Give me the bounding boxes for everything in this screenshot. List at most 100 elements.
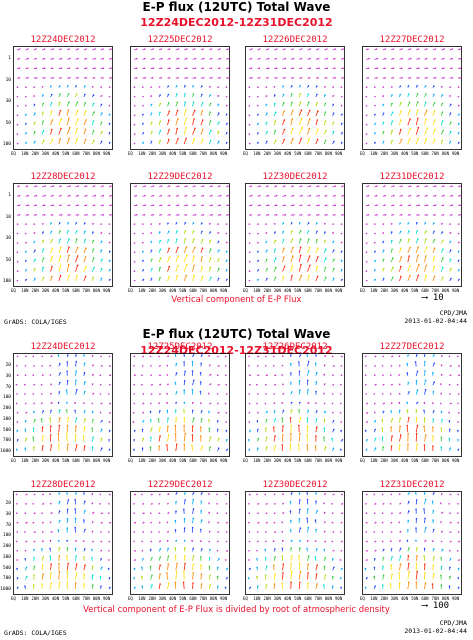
flux-arrow-head [92,436,94,439]
flux-arrow [273,445,276,452]
flux-arrow-head [264,548,266,551]
flux-arrow-head [35,57,37,60]
flux-arrow-head [276,48,278,50]
flux-arrow-head [457,448,460,451]
flux-arrow-head [42,239,44,242]
flux-arrow-head [159,383,162,386]
flux-arrow-head [209,436,212,439]
flux-arrow-head [332,420,335,422]
flux-arrow-head [449,393,451,395]
flux-arrow-head [51,128,53,131]
flux-arrow-head [43,139,45,142]
vector-field-plot [130,491,230,595]
x-tick-label: EQ [11,458,16,463]
flux-arrow-head [448,503,450,505]
flux-arrow-head [84,381,86,383]
flux-arrow [290,571,293,580]
flux-arrow-head [457,512,459,514]
flux-arrow-head [75,572,78,574]
flux-arrow-head [108,223,111,225]
flux-arrow-head [16,260,19,263]
flux-arrow-head [41,583,43,585]
flux-arrow-head [316,93,318,96]
flux-arrow-head [100,95,103,97]
flux-arrow-head [425,255,427,257]
flux-arrow-head [226,448,229,451]
flux-arrow-head [340,521,343,524]
flux-arrow-head [210,276,212,279]
flux-arrow-head [458,141,460,144]
flux-arrow-head [191,434,194,436]
flux-arrow-head [19,48,21,50]
flux-arrow-head [201,110,204,112]
flux-arrow-head [282,383,284,386]
flux-arrow [58,425,60,433]
flux-arrow-head [449,112,452,114]
flux-arrow [175,275,178,282]
flux-arrow-head [434,67,437,69]
flux-arrow [432,129,436,135]
flux-arrow-head [374,250,376,253]
flux-arrow-head [317,48,320,50]
bottom-footer-right: CPD/JMA 2013-01-02-04:44 [404,619,467,635]
flux-arrow-head [382,277,385,280]
flux-arrow-head [42,120,44,122]
flux-arrow-head [200,583,203,585]
flux-arrow-head [375,194,378,197]
flux-arrow [58,255,61,263]
x-tick-label: 60N [304,151,312,156]
flux-arrow-head [392,276,394,279]
flux-arrow-head [134,521,136,524]
flux-arrow-head [367,194,370,197]
flux-arrow-head [167,434,170,436]
flux-arrow-head [331,585,334,587]
flux-arrow-head [159,540,161,542]
flux-arrow-head [200,402,202,404]
x-tick-label: 30N [390,151,398,156]
flux-arrow [75,361,77,367]
flux-arrow-head [142,250,144,253]
flux-arrow-head [199,381,202,383]
flux-arrow-head [217,130,220,133]
flux-arrow-head [340,86,343,88]
flux-arrow-head [440,402,442,405]
flux-arrow-head [274,503,276,505]
flux-arrow-head [307,526,310,529]
flux-arrow [200,256,203,263]
flux-arrow-head [159,548,162,550]
flux-arrow-head [408,255,410,257]
flux-arrow-head [267,77,269,79]
flux-arrow-head [100,355,102,358]
flux-arrow-head [459,77,461,79]
flux-arrow-head [458,278,460,281]
flux-arrow-head [298,517,301,520]
flux-arrow-head [316,275,319,278]
ep-flux-panel: 12Z29DEC2012 EQ 10N 20N 30N 40N 50N 60N 70N 80N 90… [128,172,230,293]
x-tick-label: 60N [304,596,312,601]
flux-arrow-head [298,562,301,565]
flux-arrow-head [391,86,393,88]
flux-arrow-head [42,445,44,447]
flux-arrow-head [265,355,267,358]
flux-arrow-head [133,439,135,441]
flux-arrow-head [440,557,442,559]
flux-arrow [58,265,61,272]
flux-arrow-head [75,222,78,224]
flux-arrow-head [49,555,52,557]
flux-arrow-head [176,93,178,95]
flux-arrow-head [433,556,435,558]
flux-arrow-head [142,411,145,414]
flux-arrow-head [177,204,180,206]
flux-arrow-head [68,238,70,240]
flux-arrow-head [384,214,387,216]
flux-arrow-head [224,365,227,367]
flux-arrow-head [249,586,252,589]
flux-arrow [315,565,318,571]
flux-arrow-head [25,122,27,125]
flux-arrow-head [18,77,21,79]
flux-arrow-head [391,512,393,514]
flux-arrow-head [449,531,452,533]
flux-arrow-head [275,111,277,114]
flux-arrow [307,275,310,282]
flux-arrow-head [390,410,392,412]
